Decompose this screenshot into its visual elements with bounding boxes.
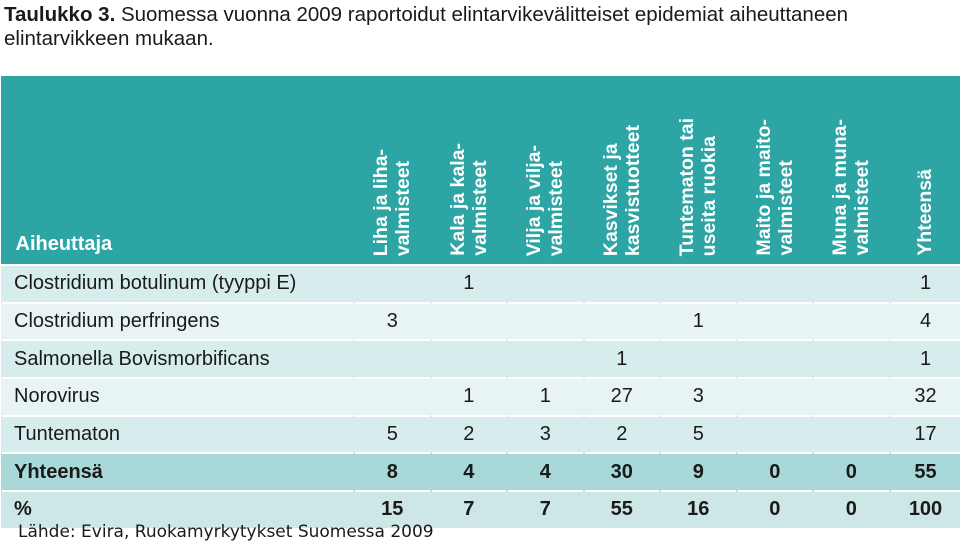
table-row: Tuntematon 5 2 3 2 5 17 (1, 414, 960, 454)
percent-row: % 15 7 7 55 16 0 0 100 (1, 490, 960, 528)
row-agent: Tuntematon (1, 414, 354, 454)
table-row: Salmonella Bovismorbificans 1 1 (1, 339, 960, 379)
header-col-label: Muna ja muna- valmisteet (829, 119, 874, 256)
cell: 5 (660, 414, 737, 454)
cell: 3 (660, 377, 737, 416)
cell: 1 (430, 264, 507, 303)
cell (736, 301, 813, 341)
header-col-7: Muna ja muna- valmisteet (812, 76, 890, 265)
cell (660, 264, 737, 303)
cell: 1 (430, 377, 507, 416)
cell: 1 (889, 339, 960, 379)
cell: 1 (583, 339, 660, 379)
header-col-2: Kala ja kala- valmisteet (430, 76, 507, 265)
cell (583, 301, 660, 341)
percent-cell: 7 (430, 490, 507, 528)
percent-cell: 15 (354, 490, 431, 528)
total-cell: 8 (354, 452, 431, 492)
table-row: Norovirus 1 1 27 3 32 (1, 377, 960, 416)
cell: 3 (507, 414, 584, 454)
epidemic-table-container: Aiheuttaja Liha ja liha- valmisteet Kala… (0, 76, 960, 528)
total-cell: 30 (583, 452, 660, 492)
caption-label: Taulukko 3. (4, 3, 116, 26)
header-col-label: Liha ja liha- valmisteet (370, 148, 415, 256)
table-row: Clostridium botulinum (tyyppi E) 1 1 (1, 264, 960, 303)
header-col-3: Vilja ja vilja- valmisteet (506, 76, 584, 265)
cell (813, 339, 890, 379)
cell (813, 377, 890, 416)
header-agent: Aiheuttaja (0, 76, 354, 265)
epidemic-table: Aiheuttaja Liha ja liha- valmisteet Kala… (0, 76, 960, 528)
total-cell: 0 (813, 452, 890, 492)
header-col-label: Yhteensä (914, 169, 937, 256)
cell: 17 (889, 414, 960, 454)
cell (354, 377, 431, 416)
cell: 27 (583, 377, 660, 416)
cell (354, 264, 431, 303)
header-col-label: Tuntematon tai useita ruokia (676, 117, 721, 256)
header-row: Aiheuttaja Liha ja liha- valmisteet Kala… (0, 76, 960, 265)
percent-cell: 0 (813, 490, 890, 528)
percent-cell: 0 (736, 490, 813, 528)
header-col-label: Vilja ja vilja- valmisteet (523, 144, 568, 256)
percent-cell: 55 (583, 490, 660, 528)
cell: 4 (889, 301, 960, 341)
cell (813, 264, 890, 303)
total-cell: 9 (660, 452, 737, 492)
cell: 2 (583, 414, 660, 454)
cell (507, 339, 584, 379)
total-cell: 55 (889, 452, 960, 492)
percent-cell: 100 (889, 490, 960, 528)
header-col-8: Yhteensä (889, 76, 960, 265)
cell: 1 (507, 377, 584, 416)
cell (507, 264, 584, 303)
percent-row-label: % (1, 490, 354, 528)
cell (430, 339, 507, 379)
header-col-6: Maito ja maito- valmisteet (736, 76, 813, 265)
cell (354, 339, 431, 379)
total-row: Yhteensä 8 4 4 30 9 0 0 55 (1, 452, 960, 492)
cell: 32 (889, 377, 960, 416)
cell (736, 264, 813, 303)
cell (430, 301, 507, 341)
total-row-label: Yhteensä (1, 452, 354, 492)
header-col-4: Kasvikset ja kasvistuotteet (583, 76, 660, 265)
cell (736, 414, 813, 454)
table-row: Clostridium perfringens 3 1 4 (1, 301, 960, 341)
percent-cell: 7 (507, 490, 584, 528)
cell (736, 377, 813, 416)
total-cell: 0 (736, 452, 813, 492)
cell: 3 (354, 301, 431, 341)
row-agent: Clostridium perfringens (1, 301, 354, 341)
total-cell: 4 (507, 452, 584, 492)
cell (813, 414, 890, 454)
cell (507, 301, 584, 341)
caption-text: Suomessa vuonna 2009 raportoidut elintar… (4, 3, 849, 50)
row-agent: Clostridium botulinum (tyyppi E) (1, 264, 354, 303)
cell (736, 339, 813, 379)
cell: 5 (354, 414, 431, 454)
header-col-1: Liha ja liha- valmisteet (353, 76, 431, 265)
header-col-label: Kala ja kala- valmisteet (446, 143, 491, 256)
cell: 2 (430, 414, 507, 454)
cell (660, 339, 737, 379)
row-agent: Salmonella Bovismorbificans (1, 339, 354, 379)
cell: 1 (889, 264, 960, 303)
row-agent: Norovirus (1, 377, 354, 416)
header-col-label: Maito ja maito- valmisteet (752, 119, 797, 256)
header-col-5: Tuntematon tai useita ruokia (659, 76, 737, 265)
source-note: Lähde: Evira, Ruokamyrkytykset Suomessa … (18, 522, 434, 542)
total-cell: 4 (430, 452, 507, 492)
header-col-label: Kasvikset ja kasvistuotteet (599, 124, 644, 256)
table-caption: Taulukko 3. Suomessa vuonna 2009 raporto… (4, 3, 954, 51)
cell (583, 264, 660, 303)
cell (813, 301, 890, 341)
percent-cell: 16 (660, 490, 737, 528)
cell: 1 (660, 301, 737, 341)
